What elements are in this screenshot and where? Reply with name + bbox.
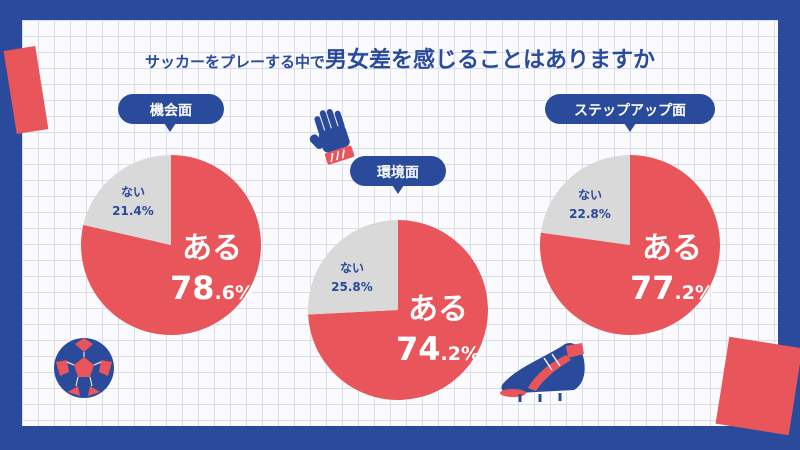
chart-3-yes-value: 77.2%	[630, 269, 714, 307]
chart-1-slice-yes	[80, 155, 261, 335]
chart-2-yes-value: 74.2%	[396, 330, 480, 368]
page-title: サッカーをプレーする中で男女差を感じることはありますか	[0, 42, 800, 74]
chart-2-no-value: 25.8%	[331, 280, 373, 294]
chart-1-yes-label: ある	[182, 231, 242, 266]
pie-chart-1: 機会面 ない 21.4% ある 78.6%	[80, 94, 261, 335]
chart-3-slice-no	[540, 155, 630, 245]
chart-3-title-bubble	[545, 94, 715, 124]
title-main: 男女差を感じることはありますか	[325, 48, 656, 73]
pie-chart-3: ステップアップ面 ない 22.8% ある 77.2%	[540, 94, 721, 335]
chart-2-no-label: ない	[340, 261, 364, 275]
chart-2-title-pointer	[392, 185, 404, 194]
chart-3-no-value: 22.8%	[569, 207, 611, 221]
chart-1-no-label: ない	[121, 185, 145, 199]
soccer-ball-icon	[54, 338, 114, 398]
chart-1-slice-no	[83, 154, 171, 245]
chart-2-slice-yes	[308, 220, 488, 400]
chart-1-yes-value: 78.6%	[170, 269, 254, 307]
soccer-cleat-icon	[500, 342, 585, 402]
chart-3-slice-yes	[540, 155, 721, 335]
chart-1-title-pointer	[164, 123, 176, 132]
chart-3-title: ステップアップ面	[574, 103, 686, 119]
chart-2-title-bubble	[350, 156, 446, 186]
pie-chart-2: 環境面 ない 25.8% ある 74.2%	[307, 156, 488, 400]
chart-3-no-label: ない	[578, 188, 602, 202]
title-prefix: サッカーをプレーする中で	[144, 53, 325, 71]
chart-1-no-value: 21.4%	[112, 204, 154, 218]
chart-3-yes-label: ある	[642, 231, 702, 266]
chart-1-title: 機会面	[150, 102, 192, 119]
chart-2-slice-no	[307, 220, 398, 315]
chart-1-title-bubble	[118, 94, 224, 124]
chart-2-yes-label: ある	[408, 292, 468, 327]
goalkeeper-glove-icon	[309, 109, 355, 165]
chart-3-title-pointer	[624, 123, 636, 132]
chart-2-title: 環境面	[377, 164, 419, 181]
